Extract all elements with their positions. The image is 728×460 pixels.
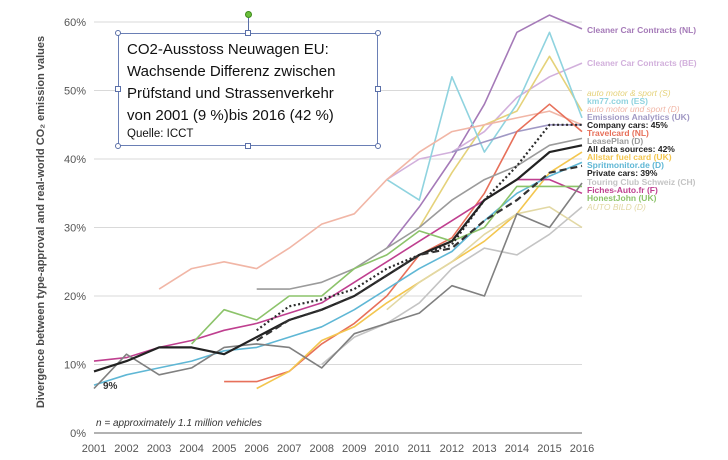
textbox-source: Quelle: ICCT [127,128,194,140]
y-tick-labels: 0% 10% 20% 30% 40% 50% 60% [64,17,86,440]
legend-entry: Emissions Analytics (UK) [587,112,690,122]
legend-entry: Private cars: 39% [587,168,658,178]
series-line [321,206,583,366]
series-line [256,164,583,342]
legend-entry: Spritmonitor.de (D) [587,160,664,170]
x-tick-label: 2006 [244,443,268,455]
legend: Cleaner Car Contracts (NL) Cleaner Car Co… [586,25,697,212]
legend-entry: Fiches-Auto.fr (F) [587,185,658,195]
series-line [93,182,583,390]
x-tick-label: 2001 [82,443,106,455]
resize-handle-bottom-right[interactable] [375,143,381,149]
legend-entry: auto motor und sport (D) [587,104,680,114]
legend-entry: HonestJohn (UK) [587,193,657,203]
series-line [191,185,582,345]
legend-entry: Cleaner Car Contracts (NL) [587,25,696,35]
x-tick-label: 2011 [408,443,432,455]
x-tick-label: 2009 [342,443,366,455]
start-value-label: 9% [103,381,118,392]
x-tick-label: 2015 [537,443,561,455]
series-lines [93,14,583,390]
textbox-line-1: CO2-Ausstoss Neuwagen EU: [127,41,329,58]
y-tick-label: 50% [64,86,86,98]
legend-entry: Cleaner Car Contracts (BE) [587,58,697,68]
x-tick-label: 2008 [309,443,333,455]
x-tick-label: 2013 [472,443,496,455]
resize-handle-top-left[interactable] [115,30,121,36]
series-line [158,110,583,290]
x-tick-label: 2012 [440,443,464,455]
legend-entry: LeasePlan (D) [587,136,643,146]
sample-size-note: n = approximately 1.1 million vehicles [96,418,262,429]
rotate-handle-stem [248,18,249,31]
legend-entry: All data sources: 42% [587,144,675,154]
y-tick-label: 60% [64,17,86,29]
legend-entry: km77.com (ES) [587,96,648,106]
x-tick-label: 2010 [375,443,399,455]
legend-entry: Allstar fuel card (UK) [587,152,672,162]
legend-entry: Touring Club Schweiz (CH) [587,177,696,187]
legend-entry: Company cars: 45% [587,120,668,130]
x-tick-label: 2014 [505,443,529,455]
series-line [224,103,583,383]
series-line [386,62,583,181]
x-tick-label: 2005 [212,443,236,455]
annotation-textbox[interactable]: CO2-Ausstoss Neuwagen EU: Wachsende Diff… [118,33,378,146]
series-line [386,31,583,201]
series-line [93,144,583,373]
rotate-handle[interactable] [245,11,252,18]
legend-entry: Travelcard (NL) [587,128,649,138]
y-tick-label: 10% [64,360,86,372]
x-tick-label: 2007 [277,443,301,455]
textbox-line-2: Wachsende Differenz zwischen [127,63,336,80]
legend-entry: AUTO BILD (D) [586,202,646,212]
resize-handle-top-right[interactable] [375,30,381,36]
textbox-line-3: Prüfstand und Strassenverkehr [127,85,334,102]
resize-handle-left[interactable] [115,86,121,92]
series-line [386,206,583,311]
x-tick-label: 2002 [114,443,138,455]
x-tick-label: 2016 [570,443,594,455]
y-tick-label: 0% [70,428,86,440]
y-tick-label: 30% [64,223,86,235]
series-line [386,14,583,249]
legend-entry: auto motor & sport (S) [587,88,671,98]
resize-handle-bottom[interactable] [245,143,251,149]
resize-handle-bottom-left[interactable] [115,143,121,149]
series-line [256,137,583,290]
resize-handle-right[interactable] [375,86,381,92]
x-tick-label: 2004 [179,443,203,455]
series-line [451,124,582,153]
y-tick-label: 40% [64,154,86,166]
x-tick-labels: 2001 2002 2003 2004 2005 2006 2007 2008 2009 2010… [82,443,594,455]
series-line [418,55,583,228]
y-axis-label: Divergence between type-approval and rea… [35,36,47,408]
textbox-line-4: von 2001 (9 %)bis 2016 (42 %) [127,107,334,124]
x-tick-label: 2003 [147,443,171,455]
y-tick-label: 20% [64,291,86,303]
